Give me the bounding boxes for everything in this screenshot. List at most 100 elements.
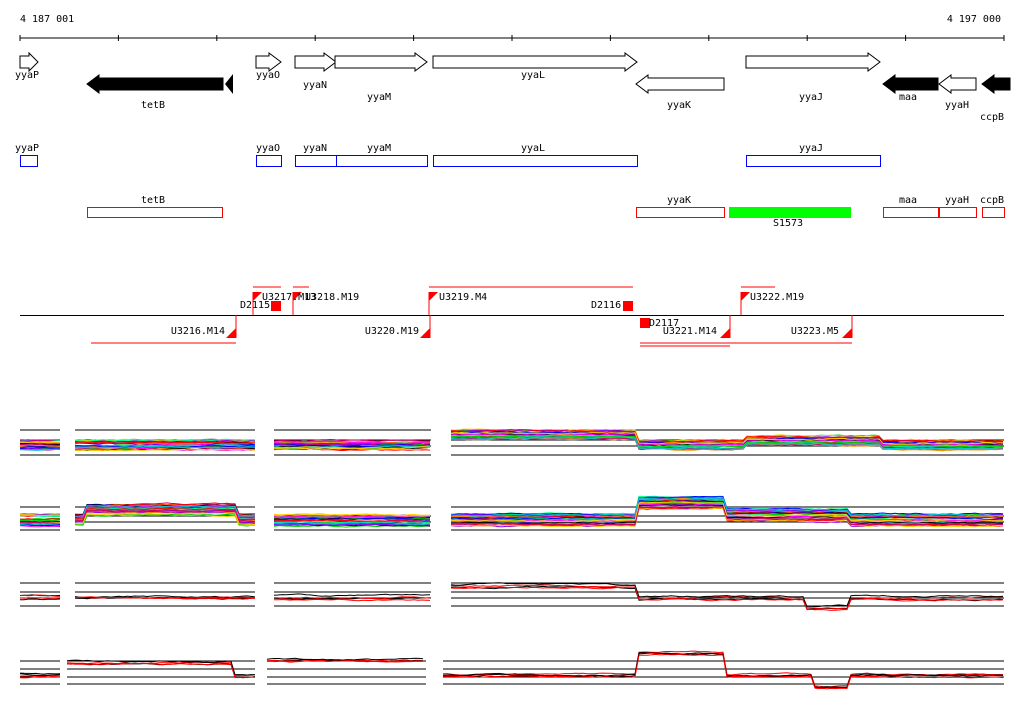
gene-arrow-yyaN	[294, 52, 337, 72]
expression-profile	[74, 513, 256, 526]
gene-label[interactable]: ccpB	[979, 112, 1005, 123]
gene-arrow-tetB	[86, 74, 224, 94]
expression-profile	[66, 661, 256, 677]
feature-label[interactable]: U3223.M5	[790, 326, 839, 337]
feature-label[interactable]: D2115	[240, 300, 271, 311]
gene-label[interactable]: yyaN	[302, 80, 328, 91]
gene-label[interactable]: yyaP	[14, 70, 40, 81]
feature-label[interactable]: U3216.M14	[170, 326, 225, 337]
expression-profile	[19, 675, 61, 679]
expression-profile	[273, 524, 431, 528]
expression-profile	[442, 652, 1004, 689]
deletion-marker	[640, 318, 650, 328]
reverse-box-yyaK	[636, 207, 725, 218]
box-label: tetB	[140, 195, 166, 206]
srna-label: S1573	[772, 218, 804, 229]
forward-box-yyaJ	[746, 155, 881, 167]
expression-profile	[19, 519, 61, 522]
reverse-box-ccpB	[982, 207, 1005, 218]
feature-flag	[253, 292, 262, 301]
expression-profile	[19, 521, 61, 524]
expression-profile	[442, 650, 1004, 688]
gene-label[interactable]: yyaO	[255, 70, 281, 81]
expression-profile	[266, 659, 424, 663]
gene-label[interactable]: yyaM	[366, 92, 392, 103]
box-label: yyaO	[255, 143, 281, 154]
expression-profile	[273, 446, 431, 450]
expression-profile	[75, 512, 256, 526]
gene-label[interactable]: yyaJ	[798, 92, 824, 103]
forward-box-yyaN	[295, 155, 337, 167]
reverse-box-maa	[883, 207, 939, 218]
expression-profile	[19, 441, 61, 444]
expression-profile	[273, 597, 431, 600]
feature-label[interactable]: U3219.M4	[439, 292, 488, 303]
feature-flag	[842, 328, 852, 338]
forward-box-yyaP	[20, 155, 38, 167]
expression-profile	[19, 597, 61, 600]
feature-flag	[429, 292, 438, 301]
feature-label[interactable]: U3220.M19	[364, 326, 419, 337]
forward-box-yyaL	[433, 155, 638, 167]
expression-profile	[273, 517, 431, 521]
expression-profile	[19, 448, 61, 451]
expression-profile	[74, 596, 255, 600]
expression-profile	[273, 514, 431, 518]
feature-flag	[226, 328, 236, 338]
feature-label[interactable]: U3218.M19	[305, 292, 360, 303]
feature-label[interactable]: U3222.M19	[750, 292, 805, 303]
gene-label[interactable]: maa	[898, 92, 918, 103]
expression-profile	[450, 436, 1004, 450]
expression-profile	[266, 657, 424, 661]
gene-arrow-yyaP	[19, 51, 39, 73]
gene-arrow-ccpB	[981, 74, 1011, 94]
expression-profile	[74, 448, 256, 452]
expression-profile	[19, 518, 61, 521]
expression-profile	[74, 438, 255, 442]
deletion-marker	[271, 301, 281, 311]
expression-profile	[19, 525, 61, 528]
expression-profile	[19, 673, 61, 676]
expression-profile	[74, 441, 256, 445]
gene-label[interactable]: yyaL	[520, 70, 546, 81]
gene-arrow-yyaO	[255, 52, 282, 72]
feature-label[interactable]: D2117	[649, 318, 680, 329]
expression-profile	[273, 598, 431, 602]
gene-arrow-fragment	[225, 74, 233, 94]
forward-box-yyaM	[336, 155, 428, 167]
feature-label[interactable]: U3217.M13	[262, 292, 317, 303]
expression-profile	[20, 594, 61, 597]
expression-profile	[20, 598, 61, 601]
expression-profile	[450, 497, 1004, 517]
expression-profile	[19, 440, 61, 443]
expression-profile	[273, 523, 431, 527]
expression-profile	[74, 439, 256, 443]
box-label: yyaJ	[798, 143, 824, 154]
box-label: yyaM	[366, 143, 392, 154]
box-label: maa	[898, 195, 918, 206]
gene-label[interactable]: tetB	[140, 100, 166, 111]
expression-profile	[74, 504, 256, 517]
gene-label[interactable]: yyaH	[944, 100, 970, 111]
forward-box-yyaO	[256, 155, 282, 167]
feature-label[interactable]: D2116	[591, 300, 622, 311]
expression-profile	[19, 445, 61, 448]
expression-profile	[19, 520, 61, 523]
expression-profile	[450, 428, 1004, 443]
expression-profile	[20, 514, 61, 517]
gene-label[interactable]: yyaK	[666, 100, 692, 111]
expression-profile	[74, 510, 255, 523]
expression-profile	[66, 659, 255, 676]
box-label: yyaN	[302, 143, 328, 154]
box-label: yyaH	[944, 195, 970, 206]
expression-profile	[274, 440, 430, 445]
box-label: yyaP	[14, 143, 40, 154]
gene-arrow-yyaK	[635, 74, 725, 94]
feature-label[interactable]: U3221.M14	[662, 326, 717, 337]
expression-profile	[274, 521, 431, 525]
expression-profile	[450, 434, 1004, 448]
expression-profile	[273, 596, 431, 600]
gene-arrow-maa	[882, 74, 939, 94]
